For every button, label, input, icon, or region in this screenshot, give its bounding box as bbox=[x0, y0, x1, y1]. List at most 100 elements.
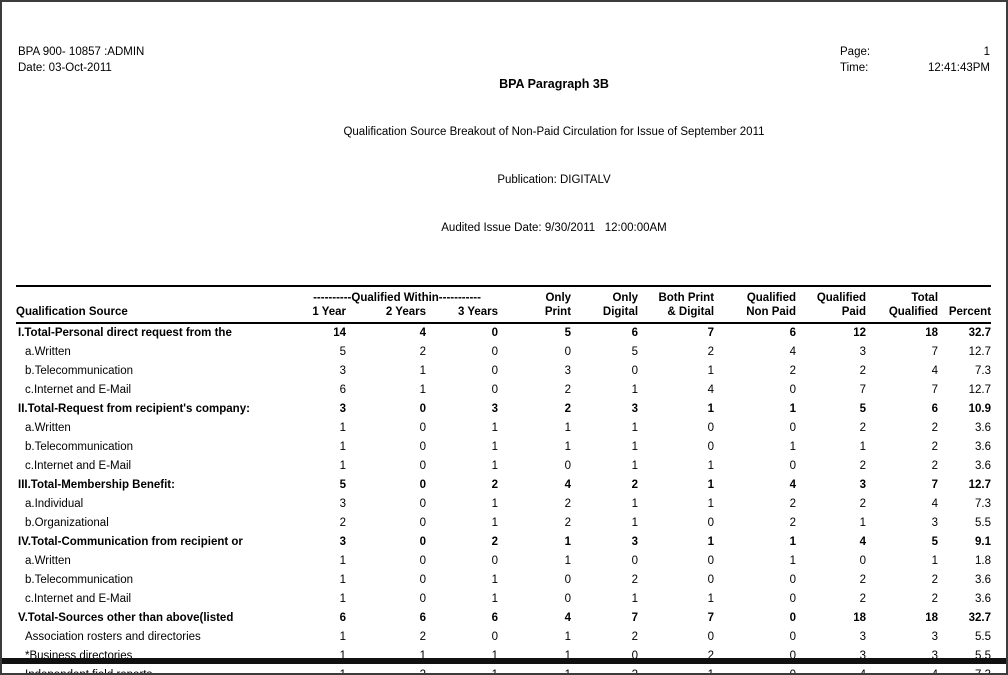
cell-value: 4 bbox=[789, 346, 797, 358]
cell-value: 1 bbox=[859, 517, 867, 529]
cell-value: 2 bbox=[491, 479, 499, 491]
table-row: I.Total-Personal direct request from the… bbox=[16, 323, 991, 343]
cell-value: 1 bbox=[339, 631, 346, 643]
cell-value: 0 bbox=[789, 574, 797, 586]
cell-value: 7.3 bbox=[975, 498, 992, 510]
cell-value: 12 bbox=[853, 327, 867, 339]
table-row: a.Written 5 2 0 0 5 2 4 3 7 12.7 bbox=[16, 343, 991, 362]
cell-value: 0 bbox=[564, 346, 572, 358]
table-row: a.Written 1 0 1 1 1 0 0 2 2 3.6 bbox=[16, 419, 991, 438]
cell-value: 0 bbox=[419, 555, 426, 567]
cell-value: 1.8 bbox=[975, 555, 992, 567]
cell-value: 14 bbox=[333, 327, 346, 339]
cell-value: 1 bbox=[339, 574, 346, 586]
cell-value: 0 bbox=[707, 574, 715, 586]
report-header-center: BPA Paragraph 3B Qualification Source Br… bbox=[268, 44, 840, 268]
cell-value: 2 bbox=[419, 631, 426, 643]
cell-value: 0 bbox=[631, 365, 639, 377]
cell-value: 1 bbox=[707, 536, 715, 548]
cell-value: 1 bbox=[707, 365, 715, 377]
cell-value: 2 bbox=[564, 498, 572, 510]
cell-value: 5 bbox=[339, 479, 346, 491]
report-header: BPA 900- 10857 :ADMIN Date: 03-Oct-2011 … bbox=[2, 2, 1006, 268]
cell-value: 0 bbox=[859, 555, 867, 567]
cell-value: 2 bbox=[931, 460, 939, 472]
cell-value: 3 bbox=[491, 403, 499, 415]
cell-value: 0 bbox=[707, 422, 715, 434]
cell-value: 1 bbox=[707, 479, 715, 491]
table-row: c.Internet and E-Mail 6 1 0 2 1 4 0 7 7 12.7 bbox=[16, 381, 991, 400]
row-label: a.Written bbox=[25, 346, 71, 358]
cell-value: 6 bbox=[339, 612, 346, 624]
cell-value: 18 bbox=[925, 612, 939, 624]
cell-value: 2 bbox=[564, 384, 572, 396]
cell-value: 2 bbox=[859, 460, 867, 472]
cell-value: 9.1 bbox=[975, 536, 992, 548]
cell-value: 12.7 bbox=[968, 384, 992, 396]
cell-value: 1 bbox=[339, 441, 346, 453]
col-total-qual-line1: Total bbox=[866, 285, 939, 305]
cell-value: 0 bbox=[564, 593, 572, 605]
cell-value: 2 bbox=[859, 593, 867, 605]
page-number-row: Page: 1 bbox=[840, 44, 990, 60]
cell-value: 1 bbox=[339, 593, 346, 605]
cell-value: 4 bbox=[859, 669, 867, 675]
row-label: c.Internet and E-Mail bbox=[25, 593, 132, 605]
cell-value: 1 bbox=[491, 498, 499, 510]
cell-value: 2 bbox=[859, 365, 867, 377]
cell-value: 2 bbox=[789, 517, 797, 529]
cell-value: 7 bbox=[707, 327, 715, 339]
row-label: Association rosters and directories bbox=[25, 631, 201, 643]
col-qual-nonpaid-line2: Non Paid bbox=[714, 305, 797, 324]
cell-value: 1 bbox=[631, 517, 639, 529]
cell-value: 6 bbox=[491, 612, 499, 624]
cell-value: 1 bbox=[789, 555, 797, 567]
cell-value: 2 bbox=[631, 574, 639, 586]
cell-value: 2 bbox=[631, 669, 639, 675]
cell-value: 1 bbox=[789, 441, 797, 453]
cell-value: 1 bbox=[419, 650, 426, 662]
cell-value: 2 bbox=[631, 479, 639, 491]
cell-value: 0 bbox=[789, 612, 797, 624]
cell-value: 0 bbox=[631, 555, 639, 567]
col-1-year: 1 Year bbox=[296, 305, 346, 324]
report-header-left: BPA 900- 10857 :ADMIN Date: 03-Oct-2011 bbox=[18, 44, 268, 268]
cell-value: 18 bbox=[925, 327, 939, 339]
cell-value: 2 bbox=[789, 365, 797, 377]
cell-value: 0 bbox=[707, 441, 715, 453]
cell-value: 0 bbox=[789, 384, 797, 396]
cell-value: 1 bbox=[707, 669, 715, 675]
cell-value: 0 bbox=[419, 593, 426, 605]
cell-value: 1 bbox=[339, 422, 346, 434]
cell-value: 1 bbox=[631, 422, 639, 434]
cell-value: 0 bbox=[419, 403, 426, 415]
report-run-date: Date: 03-Oct-2011 bbox=[18, 62, 112, 74]
cell-value: 2 bbox=[931, 441, 939, 453]
row-label: Independent field reports bbox=[25, 669, 153, 675]
cell-value: 1 bbox=[564, 555, 572, 567]
cell-value: 1 bbox=[564, 422, 572, 434]
cell-value: 4 bbox=[707, 384, 715, 396]
cell-value: 3 bbox=[859, 631, 867, 643]
cell-value: 2 bbox=[859, 574, 867, 586]
row-label: IV.Total-Communication from recipient or bbox=[18, 536, 243, 548]
cell-value: 6 bbox=[931, 403, 939, 415]
cell-value: 5 bbox=[859, 403, 867, 415]
cell-value: 0 bbox=[789, 669, 797, 675]
cell-value: 6 bbox=[419, 612, 426, 624]
cell-value: 1 bbox=[631, 384, 639, 396]
cell-value: 3 bbox=[339, 365, 346, 377]
table-row: V.Total-Sources other than above(listed 6… bbox=[16, 609, 991, 628]
cell-value: 3 bbox=[931, 517, 939, 529]
cell-value: 1 bbox=[339, 460, 346, 472]
table-header-row-1: ----------Qualified Within----------- On… bbox=[16, 285, 992, 305]
cell-value: 2 bbox=[564, 403, 572, 415]
cell-value: 0 bbox=[789, 593, 797, 605]
cell-value: 1 bbox=[564, 650, 572, 662]
row-label: a.Written bbox=[25, 422, 71, 434]
row-label: c.Internet and E-Mail bbox=[25, 460, 132, 472]
row-label: II.Total-Request from recipient's compan… bbox=[18, 403, 250, 415]
cell-value: 7.3 bbox=[975, 669, 992, 675]
page-bottom-edge bbox=[2, 658, 1006, 664]
cell-value: 32.7 bbox=[968, 612, 992, 624]
